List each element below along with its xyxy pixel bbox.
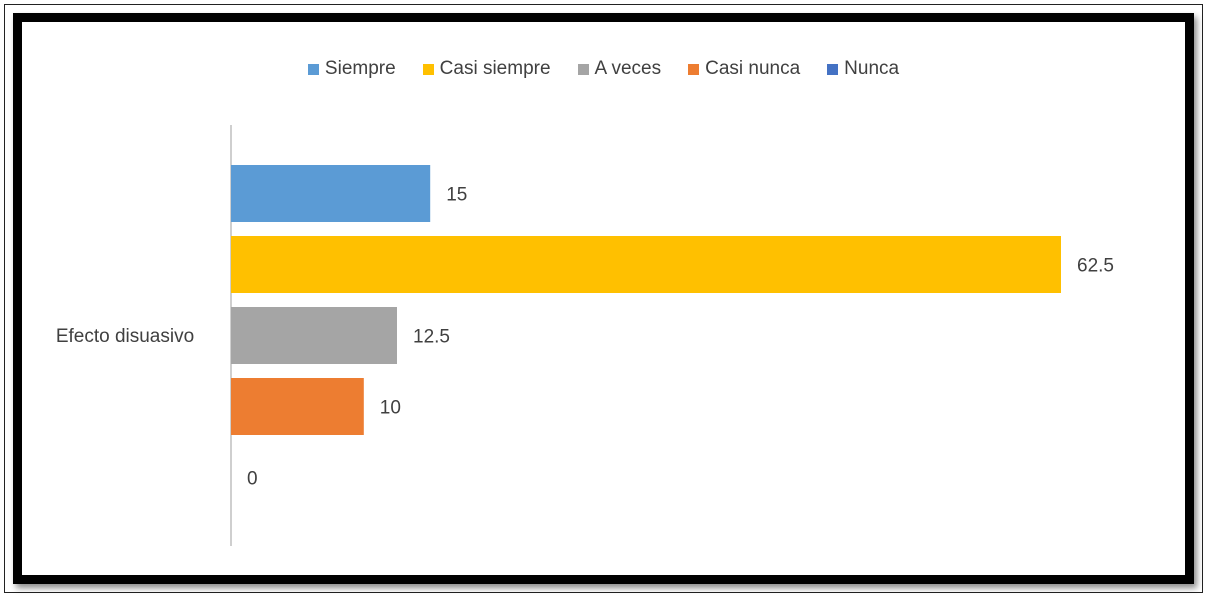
bar-casi-nunca	[231, 378, 364, 435]
legend-item-casi-nunca: Casi nunca	[688, 58, 800, 80]
legend-swatch-casi-siempre	[422, 63, 434, 75]
legend-label-casi-siempre: Casi siempre	[439, 58, 551, 79]
legend-swatch-nunca	[827, 63, 839, 75]
legend-swatch-siempre	[307, 63, 319, 75]
legend-item-a-veces: A veces	[577, 58, 662, 80]
data-label-nunca: 0	[247, 469, 258, 490]
legend: Siempre Casi siempre A veces Casi nunca …	[0, 56, 1207, 82]
chart-container	[13, 13, 1194, 584]
data-label-casi-nunca: 10	[380, 398, 401, 419]
bar-casi-siempre	[231, 236, 1061, 293]
legend-item-casi-siempre: Casi siempre	[422, 58, 551, 80]
legend-label-nunca: Nunca	[844, 58, 900, 79]
data-labels-group: 15 62.5 12.5 10 0	[247, 185, 1114, 490]
data-label-siempre: 15	[446, 185, 467, 206]
legend-item-siempre: Siempre	[307, 58, 396, 80]
legend-swatch-casi-nunca	[688, 63, 700, 75]
category-label: Efecto disuasivo	[56, 326, 194, 347]
legend-label-siempre: Siempre	[324, 58, 396, 79]
legend-label-casi-nunca: Casi nunca	[705, 58, 801, 79]
legend-swatch-a-veces	[577, 63, 589, 75]
data-label-a-veces: 12.5	[413, 327, 450, 348]
bar-a-veces	[231, 307, 397, 364]
legend-label-a-veces: A veces	[594, 58, 662, 79]
bar-siempre	[231, 165, 431, 222]
bars-group	[231, 165, 1061, 435]
data-label-casi-siempre: 62.5	[1077, 256, 1114, 277]
legend-item-nunca: Nunca	[827, 58, 899, 80]
